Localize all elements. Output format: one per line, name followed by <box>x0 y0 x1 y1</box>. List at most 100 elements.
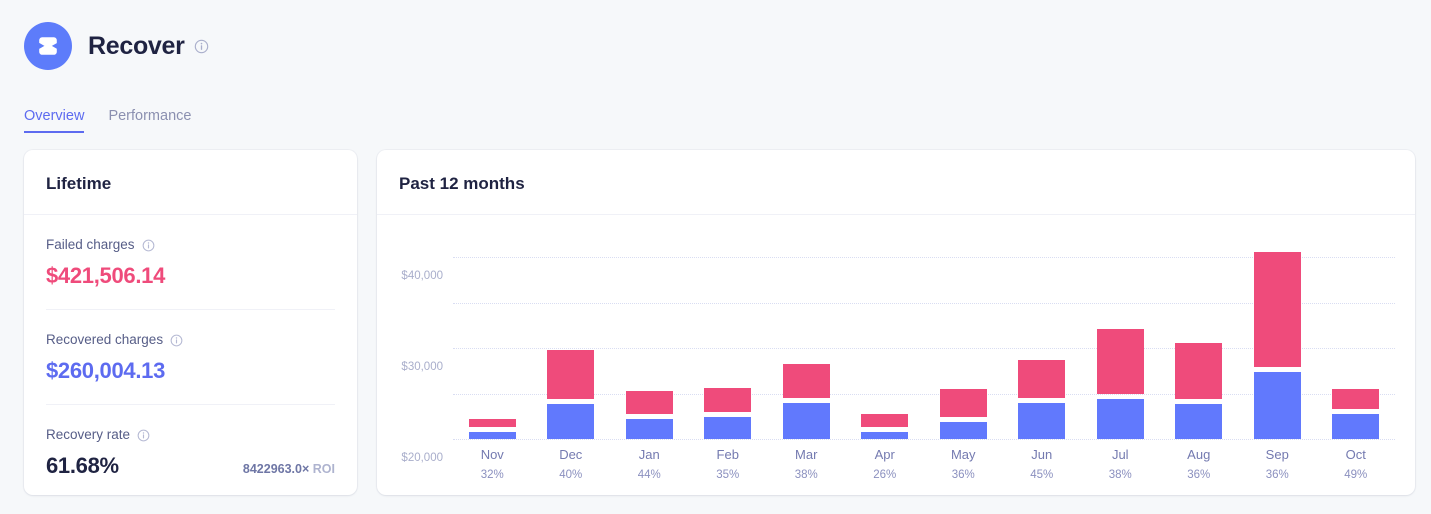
x-axis-percent-label: 35% <box>716 469 740 481</box>
roi-badge: 8422963.0× ROI <box>243 462 335 479</box>
bar-segment-recovered[interactable] <box>1253 372 1301 439</box>
bar-segment-failed[interactable] <box>1018 359 1066 399</box>
bar-segment-recovered[interactable] <box>1175 404 1223 439</box>
bar-stack[interactable] <box>468 419 516 439</box>
chart-bars <box>453 239 1395 439</box>
roi-unit: ROI <box>312 462 335 476</box>
bar-segment-failed[interactable] <box>861 413 909 428</box>
x-axis-percent-label: 32% <box>480 469 504 481</box>
bar-segment-recovered[interactable] <box>1018 403 1066 439</box>
x-axis-month-label: Mar <box>795 447 818 462</box>
bar-column[interactable] <box>924 239 1003 439</box>
bar-column[interactable] <box>767 239 846 439</box>
bar-segment-recovered[interactable] <box>939 422 987 439</box>
x-axis-label-group: May 36% <box>924 447 1003 481</box>
bar-segment-failed[interactable] <box>1332 389 1380 410</box>
x-axis-percent-label: 38% <box>1108 469 1132 481</box>
metric-recovered-charges: Recovered charges $260,004.13 <box>46 310 335 405</box>
x-axis-month-label: Apr <box>874 447 895 462</box>
bar-segment-recovered[interactable] <box>704 417 752 439</box>
x-axis-month-label: Nov <box>480 447 504 462</box>
metric-label: Failed charges <box>46 237 335 252</box>
tab-performance[interactable]: Performance <box>108 108 192 124</box>
x-axis-label-group: Feb 35% <box>689 447 768 481</box>
bar-segment-recovered[interactable] <box>468 431 516 439</box>
bar-segment-failed[interactable] <box>939 388 987 418</box>
bar-stack[interactable] <box>1332 389 1380 439</box>
past-12-months-card: Past 12 months $0 $10,000 $20,000 $30,000 $4… <box>377 150 1415 495</box>
bar-segment-recovered[interactable] <box>547 404 595 439</box>
info-icon[interactable] <box>142 237 155 252</box>
bar-segment-recovered[interactable] <box>782 403 830 439</box>
bar-segment-recovered[interactable] <box>1096 399 1144 439</box>
x-axis-label-group: Dec 40% <box>532 447 611 481</box>
bar-column[interactable] <box>1003 239 1082 439</box>
metric-label: Recovered charges <box>46 332 335 347</box>
bar-segment-recovered[interactable] <box>1332 414 1380 439</box>
tab-overview[interactable]: Overview <box>24 108 85 133</box>
bar-column[interactable] <box>846 239 925 439</box>
x-axis-label-group: Nov 32% <box>453 447 532 481</box>
info-icon[interactable] <box>170 332 183 347</box>
metric-label-text: Recovered charges <box>46 332 164 347</box>
chart-x-axis-labels: Nov 32% Dec 40% Jan 44% Feb 35% Mar 38% Apr 26% May 3… <box>453 447 1395 481</box>
metric-label-text: Failed charges <box>46 237 135 252</box>
bar-stack[interactable] <box>861 413 909 439</box>
x-axis-label-group: Apr 26% <box>846 447 925 481</box>
bar-stack[interactable] <box>1175 342 1223 439</box>
bar-stack[interactable] <box>1253 251 1301 439</box>
roi-value: 8422963.0× <box>242 462 310 476</box>
bar-column[interactable] <box>689 239 768 439</box>
bar-segment-failed[interactable] <box>468 419 516 427</box>
x-axis-month-label: Feb <box>716 447 739 462</box>
lifetime-metrics: Failed charges $421,506.14 Recovered cha… <box>24 215 357 499</box>
gridline: $20,000 <box>401 348 1395 464</box>
bar-stack[interactable] <box>939 388 987 439</box>
bar-segment-failed[interactable] <box>547 350 595 399</box>
metric-label-text: Recovery rate <box>46 427 131 442</box>
bar-column[interactable] <box>1081 239 1160 439</box>
x-axis-month-label: Sep <box>1265 447 1289 462</box>
bar-segment-failed[interactable] <box>782 364 830 399</box>
bar-stack[interactable] <box>547 350 595 439</box>
bar-segment-failed[interactable] <box>704 388 752 413</box>
bar-column[interactable] <box>1317 239 1396 439</box>
bar-stack[interactable] <box>704 388 752 439</box>
metric-recovery-rate: Recovery rate 61.68% 8422963.0× ROI <box>46 405 335 499</box>
bar-column[interactable] <box>1238 239 1317 439</box>
x-axis-label-group: Sep 36% <box>1238 447 1317 481</box>
bar-segment-failed[interactable] <box>1253 251 1301 368</box>
x-axis-label-group: Jan 44% <box>610 447 689 481</box>
bar-segment-failed[interactable] <box>625 390 673 414</box>
info-icon[interactable] <box>194 39 209 54</box>
x-axis-percent-label: 45% <box>1030 469 1054 481</box>
x-axis-label-group: Oct 49% <box>1317 447 1396 481</box>
bar-segment-failed[interactable] <box>1096 329 1144 395</box>
bar-stack[interactable] <box>625 390 673 439</box>
bar-stack[interactable] <box>1096 329 1144 439</box>
metric-row: 61.68% 8422963.0× ROI <box>46 442 335 479</box>
bar-stack[interactable] <box>782 364 830 439</box>
x-axis-label-group: Aug 36% <box>1160 447 1239 481</box>
x-axis-percent-label: 36% <box>1265 469 1289 481</box>
bar-column[interactable] <box>532 239 611 439</box>
bar-segment-recovered[interactable] <box>625 419 673 439</box>
x-axis-percent-label: 38% <box>794 469 818 481</box>
bar-segment-recovered[interactable] <box>861 432 909 439</box>
x-axis-label-group: Jul 38% <box>1081 447 1160 481</box>
bar-column[interactable] <box>1160 239 1239 439</box>
x-axis-label-group: Jun 45% <box>1003 447 1082 481</box>
info-icon[interactable] <box>137 427 150 442</box>
bar-column[interactable] <box>610 239 689 439</box>
app-header: Recover <box>24 22 209 70</box>
bar-column[interactable] <box>453 239 532 439</box>
gridline: $10,000 <box>453 393 1395 395</box>
lifetime-card: Lifetime Failed charges $421,506.14 <box>24 150 357 495</box>
bar-chart: $0 $10,000 $20,000 $30,000 $40,000 Nov 32% Dec… <box>377 215 1415 481</box>
bar-segment-failed[interactable] <box>1175 342 1223 399</box>
gridline: $30,000 <box>401 302 1395 373</box>
y-axis-tick-label: $20,000 <box>401 452 443 465</box>
x-axis-month-label: Dec <box>559 447 583 462</box>
lifetime-card-title: Lifetime <box>24 150 357 215</box>
bar-stack[interactable] <box>1018 359 1066 439</box>
